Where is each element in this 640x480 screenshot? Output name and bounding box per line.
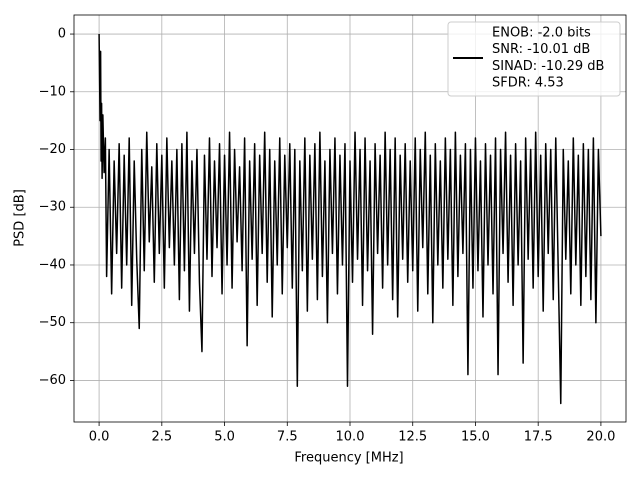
x-tick-label: 2.5 — [151, 430, 172, 445]
psd-line — [98, 34, 602, 405]
y-tick-label: −20 — [39, 142, 66, 157]
x-tick-label: 10.0 — [336, 430, 365, 445]
legend-label: SINAD: -10.29 dB — [492, 59, 604, 74]
y-tick-label: −40 — [39, 257, 66, 272]
y-tick-label: −30 — [39, 200, 66, 215]
legend-label: SNR: -10.01 dB — [492, 42, 590, 57]
y-tick-label: −60 — [39, 373, 66, 388]
x-tick-label: 12.5 — [398, 430, 427, 445]
x-tick-label: 15.0 — [461, 430, 490, 445]
x-tick-label: 0.0 — [89, 430, 110, 445]
y-tick-label: −10 — [39, 84, 66, 99]
x-axis-label: Frequency [MHz] — [294, 451, 403, 466]
plot-area — [98, 34, 602, 405]
legend-label: SFDR: 4.53 — [492, 76, 564, 91]
x-tick-label: 7.5 — [277, 430, 298, 445]
y-tick-label: −50 — [39, 315, 66, 330]
y-axis-label: PSD [dB] — [13, 189, 28, 247]
x-tick-label: 20.0 — [586, 430, 615, 445]
x-tick-label: 17.5 — [524, 430, 553, 445]
legend-label: ENOB: -2.0 bits — [492, 26, 591, 41]
legend-box — [447, 21, 621, 97]
y-tick-label: 0 — [58, 27, 66, 42]
x-tick-label: 5.0 — [214, 430, 235, 445]
